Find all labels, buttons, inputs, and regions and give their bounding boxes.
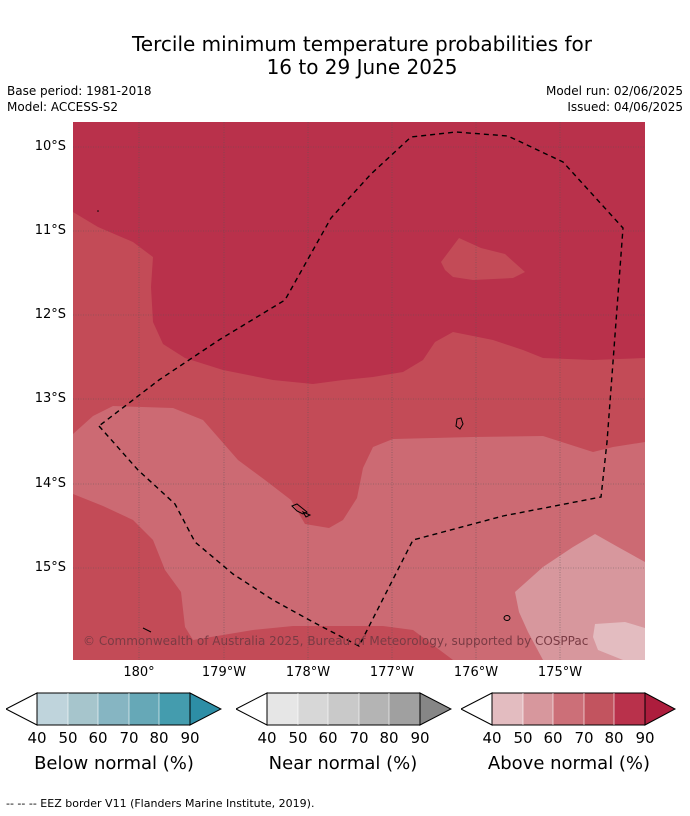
eez-border (97, 131, 624, 647)
map-title-line2: 16 to 29 June 2025 (266, 55, 458, 79)
colorbar-tick: 40 (27, 729, 47, 747)
base-period: Base period: 1981-2018 (7, 84, 152, 98)
lat-label: 12°S (34, 307, 66, 322)
lat-label: 11°S (34, 223, 66, 238)
colorbar-tick: 50 (513, 729, 533, 747)
island (455, 417, 464, 430)
lat-label: 15°S (34, 560, 66, 575)
lat-label: 14°S (34, 476, 66, 491)
island (97, 210, 99, 212)
map-credit: © Commonwealth of Australia 2025, Bureau… (83, 634, 589, 648)
island (291, 503, 308, 515)
colorbar-tick: 60 (318, 729, 338, 747)
colorbar-tick: 50 (288, 729, 308, 747)
colorbar-label-below: Below normal (%) (34, 753, 194, 774)
lat-label: 10°S (34, 139, 66, 154)
graticule (73, 122, 645, 660)
colorbar-tick: 90 (180, 729, 200, 747)
colorbar-tick: 40 (482, 729, 502, 747)
field-60-70 (73, 406, 645, 660)
colorbar-tick: 80 (149, 729, 169, 747)
colorbar-near-normal (236, 692, 452, 726)
colorbar-below-normal (6, 692, 222, 726)
lon-label: 177°W (369, 665, 415, 680)
lon-label: 178°W (285, 665, 331, 680)
colorbar-tick: 60 (88, 729, 108, 747)
colorbar-tick: 70 (119, 729, 139, 747)
lon-label: 180° (123, 665, 155, 680)
lon-label: 179°W (201, 665, 247, 680)
model-name: Model: ACCESS-S2 (7, 100, 119, 114)
colorbar-tick: 80 (379, 729, 399, 747)
probability-map (73, 122, 645, 660)
colorbar-label-near: Near normal (%) (268, 753, 418, 774)
model-run: Model run: 02/06/2025 (545, 84, 683, 98)
colorbar-tick: 70 (574, 729, 594, 747)
field-70-80-patch (441, 238, 525, 280)
field-40-50 (593, 622, 645, 660)
island (503, 615, 511, 621)
colorbar-tick: 80 (604, 729, 624, 747)
lon-label: 175°W (537, 665, 583, 680)
island (142, 627, 152, 633)
lon-label: 176°W (453, 665, 499, 680)
colorbar-above-normal (461, 692, 677, 726)
colorbar-tick: 50 (58, 729, 78, 747)
colorbar-tick: 40 (257, 729, 277, 747)
lat-label: 13°S (34, 391, 66, 406)
island (301, 510, 312, 518)
issued-date: Issued: 04/06/2025 (567, 100, 683, 114)
eez-footnote: -- -- -- EEZ border V11 (Flanders Marine… (6, 797, 315, 810)
colorbar-tick: 90 (635, 729, 655, 747)
map-title-line1: Tercile minimum temperature probabilitie… (131, 32, 593, 56)
colorbar-label-above: Above normal (%) (487, 753, 651, 774)
colorbar-tick: 90 (410, 729, 430, 747)
colorbar-tick: 70 (349, 729, 369, 747)
colorbar-tick: 60 (543, 729, 563, 747)
